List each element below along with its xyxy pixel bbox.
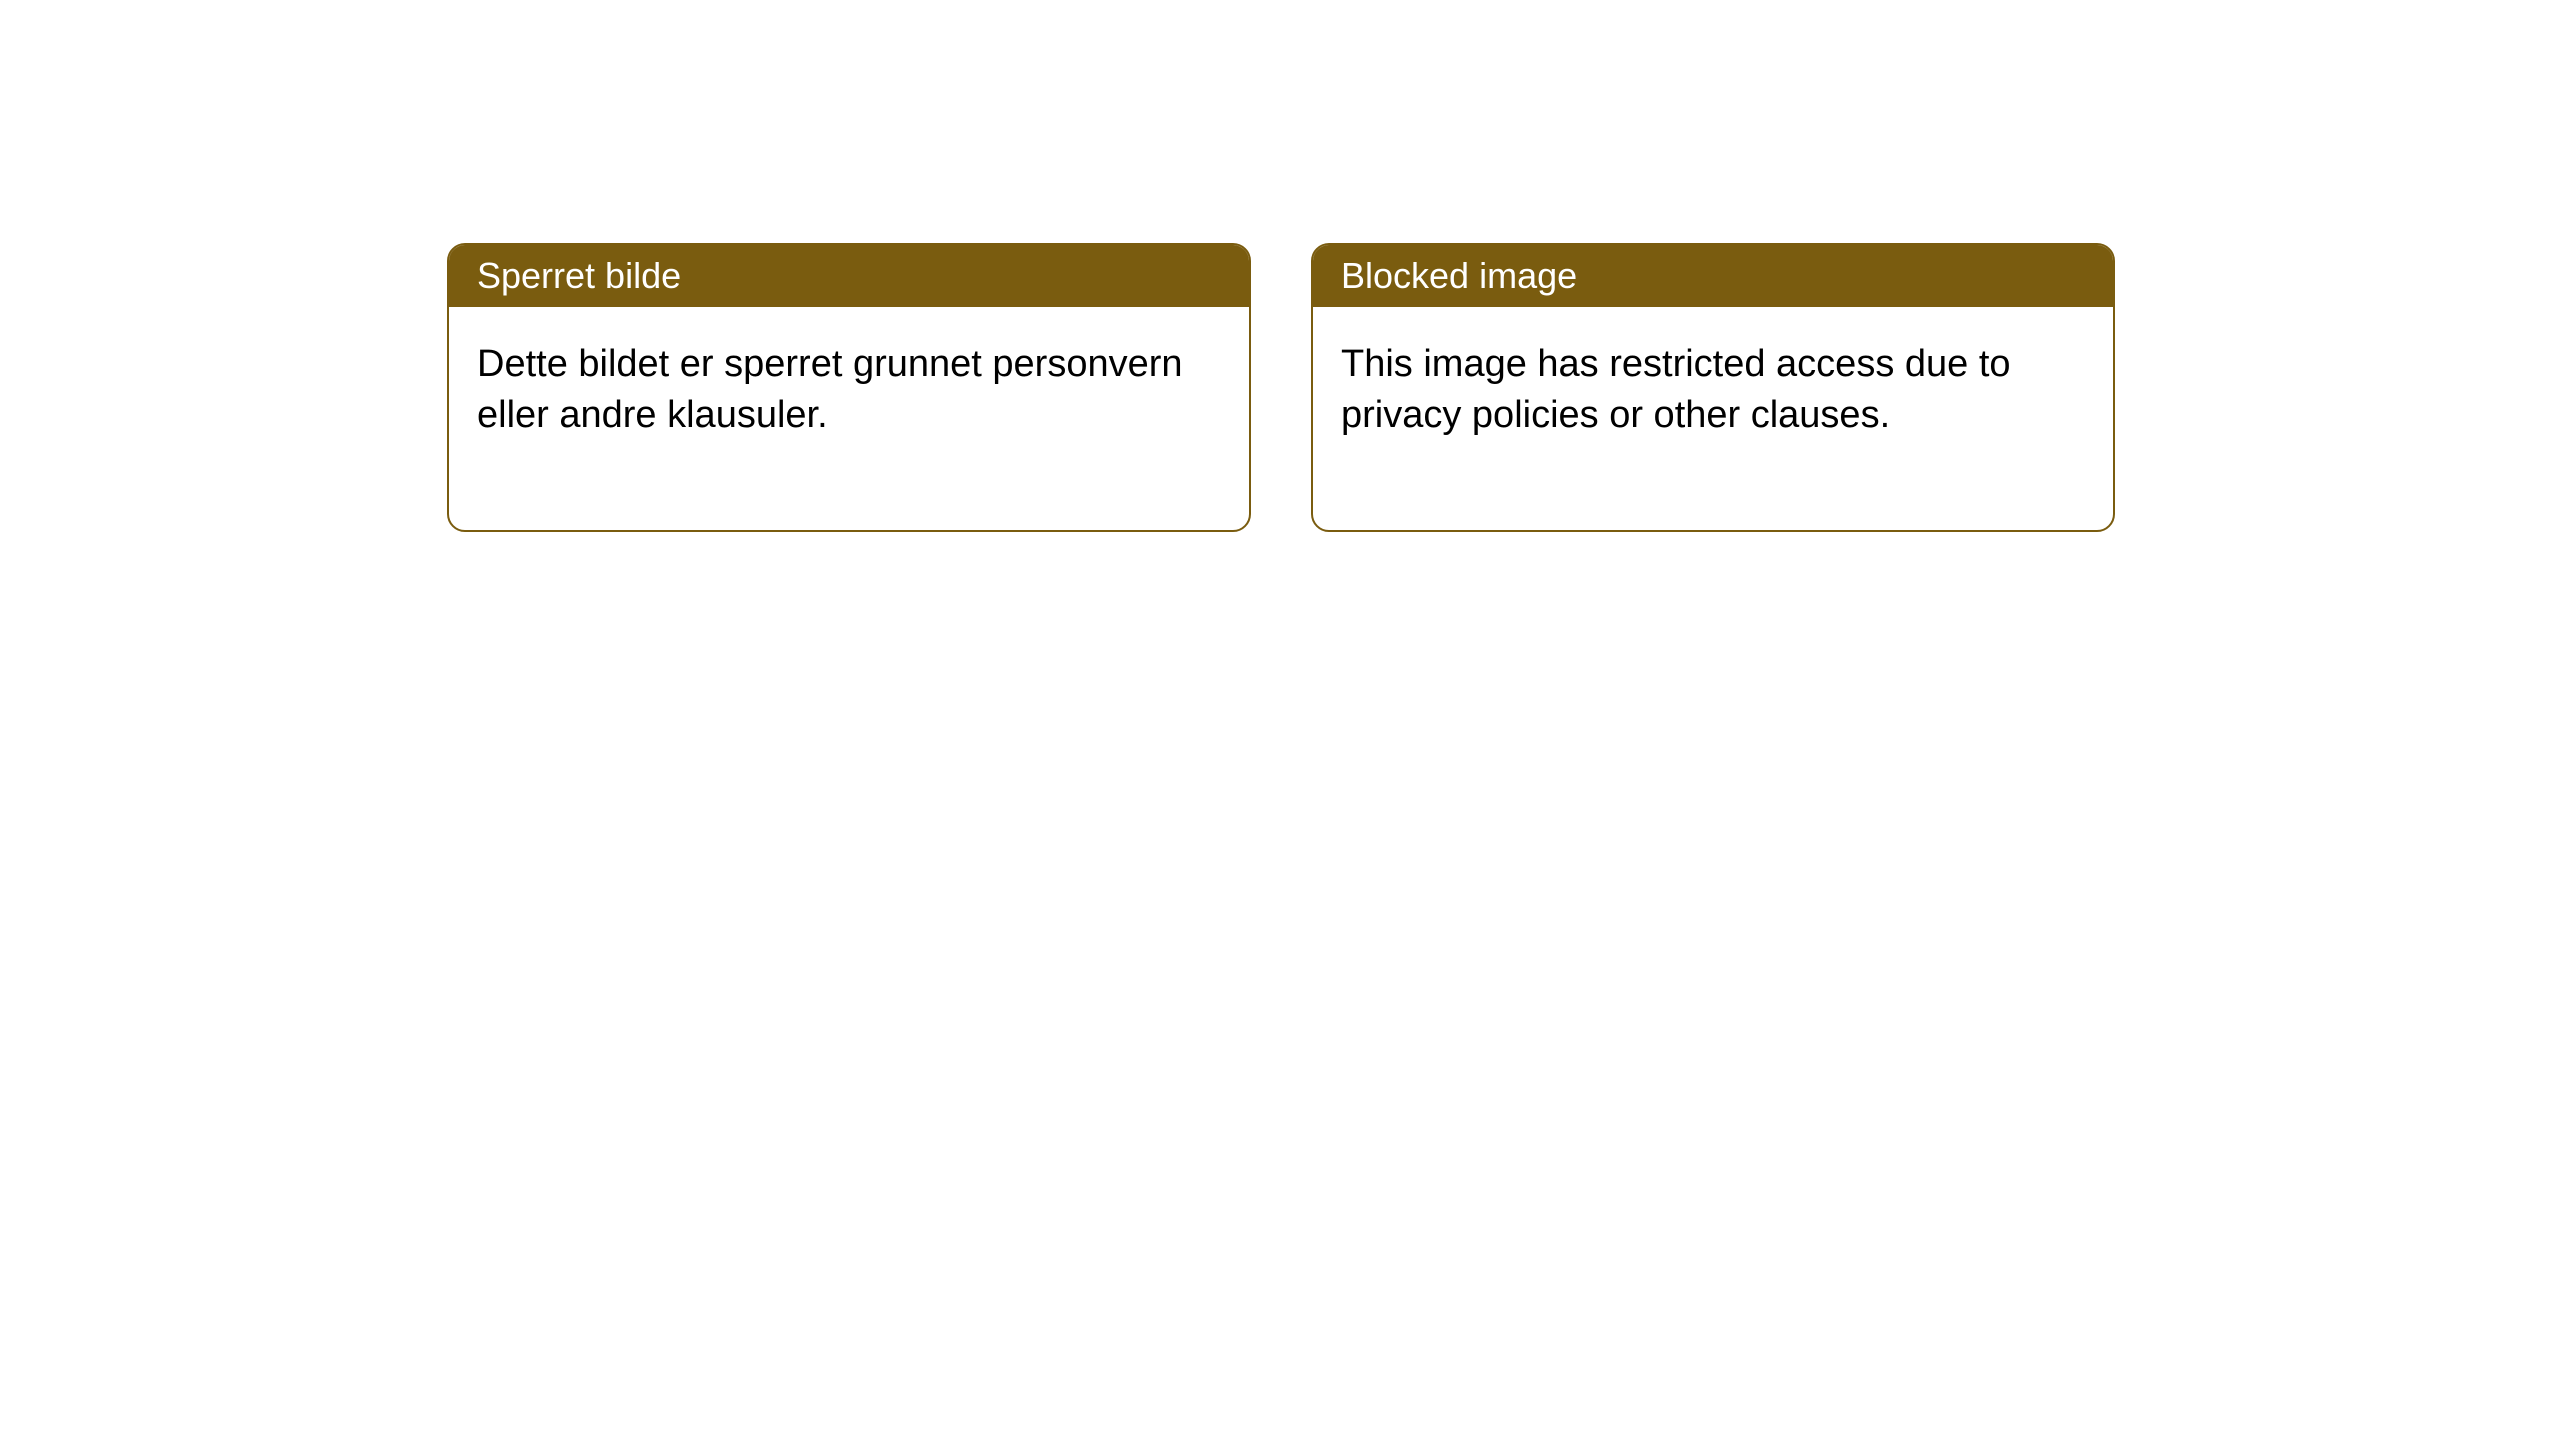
notice-header-norwegian: Sperret bilde — [449, 245, 1249, 307]
notice-box-norwegian: Sperret bilde Dette bildet er sperret gr… — [447, 243, 1251, 532]
notices-container: Sperret bilde Dette bildet er sperret gr… — [0, 0, 2560, 532]
notice-body-english: This image has restricted access due to … — [1313, 307, 2113, 530]
notice-body-norwegian: Dette bildet er sperret grunnet personve… — [449, 307, 1249, 530]
notice-header-english: Blocked image — [1313, 245, 2113, 307]
notice-box-english: Blocked image This image has restricted … — [1311, 243, 2115, 532]
